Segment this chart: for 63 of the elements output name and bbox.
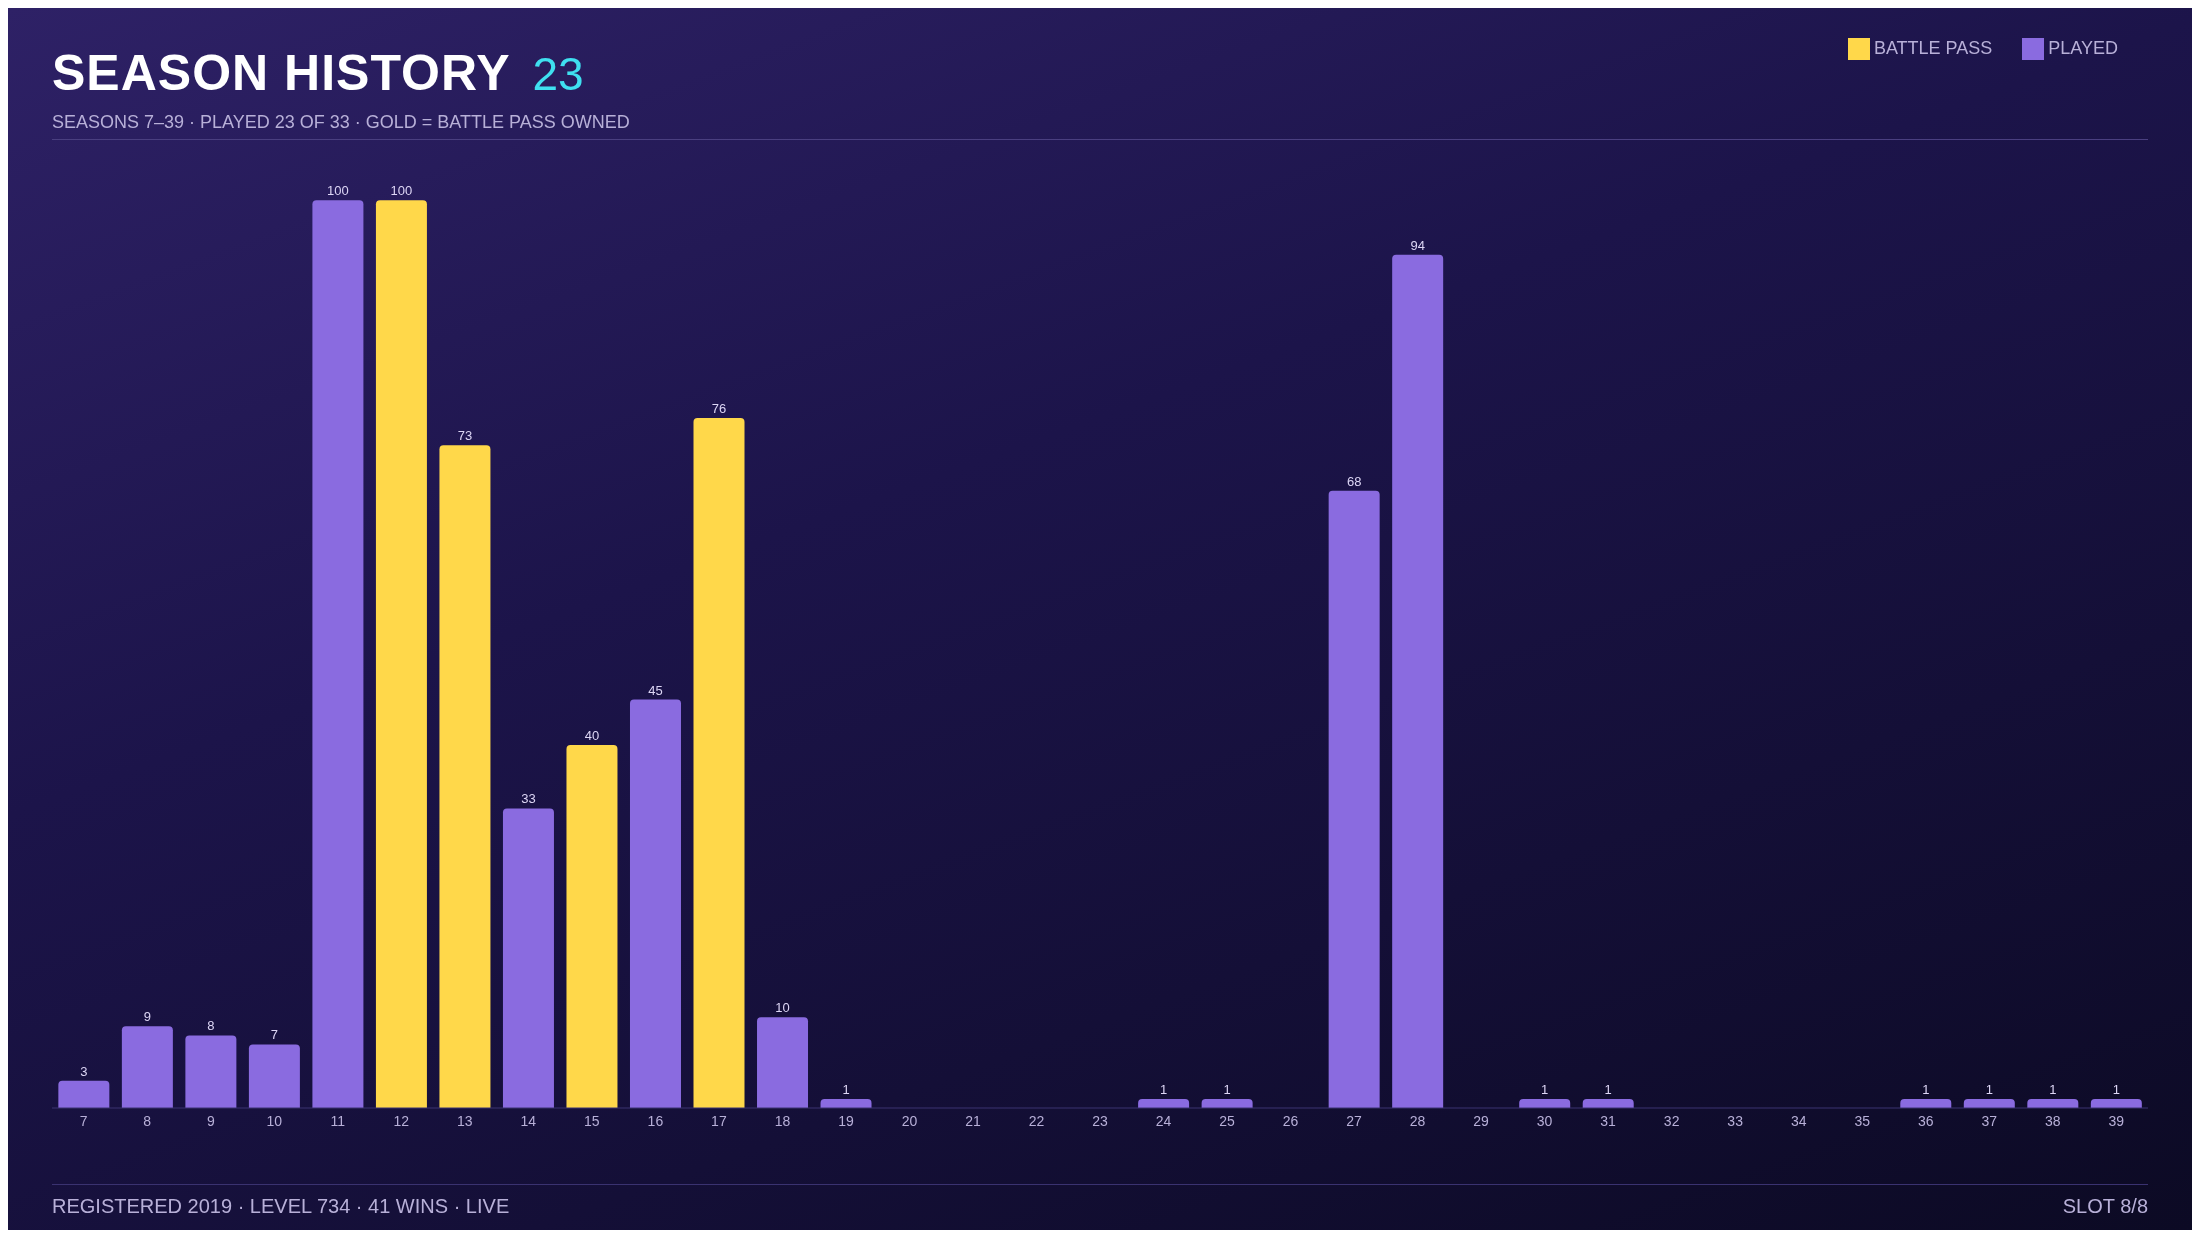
data-label: 1 <box>1223 1081 1231 1097</box>
data-label: 68 <box>1346 473 1362 489</box>
x-tick-label: 22 <box>1028 1112 1045 1129</box>
x-tick-label: 21 <box>965 1112 981 1129</box>
legend-label: PLAYED <box>2048 38 2118 58</box>
x-tick-label: 23 <box>1092 1112 1108 1129</box>
data-label: 1 <box>842 1081 850 1097</box>
data-label: 1 <box>2049 1081 2057 1097</box>
x-tick-label: 30 <box>1536 1112 1553 1129</box>
x-tick-label: 32 <box>1663 1112 1680 1129</box>
x-tick-label: 33 <box>1727 1112 1744 1129</box>
x-tick-label: 14 <box>520 1112 537 1129</box>
x-tick-label: 15 <box>584 1112 600 1129</box>
x-tick-label: 24 <box>1155 1112 1172 1129</box>
data-label: 100 <box>390 183 413 199</box>
x-tick-label: 28 <box>1409 1112 1426 1129</box>
x-tick-label: 11 <box>330 1112 346 1129</box>
data-label: 7 <box>270 1027 279 1043</box>
chart-title: SEASON HISTORY <box>52 44 511 102</box>
data-label: 3 <box>80 1063 88 1079</box>
x-tick-label: 34 <box>1790 1112 1807 1129</box>
data-label: 1 <box>1604 1081 1612 1097</box>
x-tick-label: 20 <box>901 1112 918 1129</box>
text: SLOT 8/8 <box>2062 1195 2148 1218</box>
x-tick-label: 7 <box>79 1112 88 1129</box>
x-tick-label: 17 <box>711 1112 727 1129</box>
x-tick-label: 10 <box>266 1112 283 1129</box>
data-label: 1 <box>1985 1081 1993 1097</box>
x-tick-label: 38 <box>2044 1112 2061 1129</box>
x-tick-label: 25 <box>1219 1112 1236 1129</box>
data-label: 1 <box>1159 1081 1168 1097</box>
data-label: 9 <box>143 1009 151 1025</box>
x-tick-label: 8 <box>143 1112 152 1129</box>
x-tick-label: 16 <box>647 1112 664 1129</box>
x-tick-label: 37 <box>1981 1112 1998 1129</box>
data-label: 94 <box>1410 237 1425 253</box>
data-label: 10 <box>775 1000 790 1016</box>
x-tick-label: 12 <box>393 1112 410 1129</box>
data-label: 1 <box>2112 1081 2120 1097</box>
x-tick-label: 36 <box>1917 1112 1934 1129</box>
data-label: 40 <box>584 727 600 743</box>
data-label: 33 <box>521 791 536 807</box>
data-label: 45 <box>648 682 663 698</box>
data-label: 1 <box>1922 1081 1930 1097</box>
x-tick-label: 39 <box>2108 1112 2125 1129</box>
data-label: 100 <box>327 183 349 199</box>
x-tick-label: 35 <box>1854 1112 1871 1129</box>
data-label: 73 <box>457 428 473 444</box>
data-label: 8 <box>207 1018 215 1034</box>
x-tick-label: 31 <box>1600 1112 1617 1129</box>
legend-label: BATTLE PASS <box>1873 38 1993 58</box>
x-tick-label: 27 <box>1346 1112 1363 1129</box>
x-tick-label: 26 <box>1282 1112 1299 1129</box>
x-tick-label: 13 <box>457 1112 473 1129</box>
text: 23 <box>532 47 584 101</box>
data-label: 1 <box>1541 1081 1549 1097</box>
x-tick-label: 9 <box>206 1112 215 1129</box>
x-tick-label: 29 <box>1473 1112 1490 1129</box>
chart-subtitle: SEASONS 7–39 · PLAYED 23 OF 33 · GOLD = BATTLE PASS OWNED <box>52 112 2148 140</box>
x-tick-label: 18 <box>774 1112 791 1129</box>
x-tick-label: 19 <box>838 1112 854 1129</box>
text: REGISTERED 2019 · LEVEL 734 · 41 WINS · LIVE <box>52 1195 510 1218</box>
data-label: 76 <box>711 401 727 417</box>
